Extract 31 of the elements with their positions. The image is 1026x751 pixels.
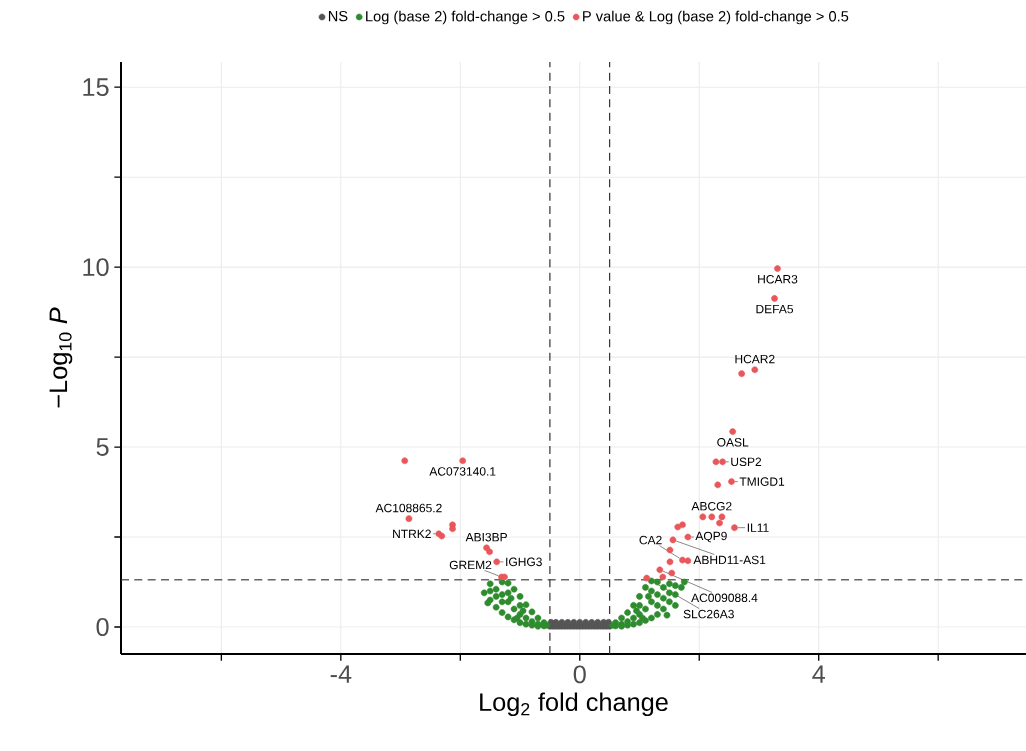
- x-tick-label: 4: [812, 665, 826, 683]
- annotation: HCAR3: [758, 274, 798, 284]
- annotation: GREM2: [449, 560, 492, 570]
- annotation: TMIGD1: [739, 477, 785, 486]
- annotation: USP2: [731, 457, 762, 467]
- annotation: AC009088.4: [691, 593, 758, 603]
- annotation: HCAR2: [735, 354, 775, 364]
- annotation: OASL: [717, 438, 749, 447]
- y-tick-label: 10: [83, 258, 109, 277]
- y-axis-title: −Log$_{10}$ P: [49, 307, 73, 408]
- legend-label: Log (base 2) fold-change > 0.5: [366, 10, 565, 25]
- annotation: AC108865.2: [375, 503, 442, 513]
- legend-label: P value & Log (base 2) fold-change > 0.5: [583, 10, 849, 25]
- annotation: ABCG2: [691, 501, 732, 511]
- y-tick-label: 0: [96, 618, 109, 636]
- y-tick-label: 15: [83, 78, 109, 97]
- annotation: ABI3BP: [465, 532, 507, 542]
- x-tick-label: 0: [573, 665, 586, 684]
- annotation: ABHD11-AS1: [693, 555, 766, 565]
- annotation: SLC26A3: [683, 609, 734, 619]
- legend-label: NS: [328, 10, 348, 22]
- annotation: IGHG3: [506, 557, 542, 567]
- y-tick-label: 5: [96, 438, 109, 456]
- annotation: NTRK2: [393, 529, 431, 538]
- annotation: AC073140.1: [429, 467, 496, 476]
- annotation: CA2: [639, 535, 662, 545]
- annotation: AQP9: [695, 531, 727, 543]
- x-tick-label: -4: [330, 665, 352, 683]
- annotation: IL11: [747, 523, 769, 532]
- annotation: DEFA5: [756, 304, 794, 314]
- x-axis-title: Log$_{2}$ fold change: [480, 692, 668, 717]
